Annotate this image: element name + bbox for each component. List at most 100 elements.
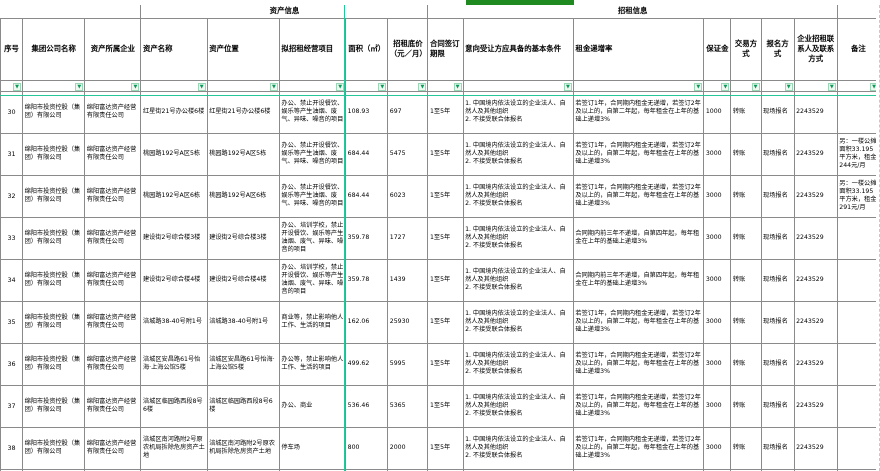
- cell-signup_method[interactable]: 现场报名: [760, 300, 795, 344]
- filter-dropdown-icon-contact[interactable]: ▼: [827, 82, 836, 90]
- cell-basic_conditions[interactable]: 1. 中国境内依法设立的企业法人、自然人及其他组织 2. 不接受联合体报名: [462, 342, 574, 386]
- filter-button-row[interactable]: ▼ ▼ ▼ ▼ ▼ ▼ ▼ ▼ ▼ ▼ ▼ ▼ ▼ ▼ ▼ ▼: [0, 79, 880, 92]
- cell-remark[interactable]: [836, 426, 880, 470]
- cell-asset_name[interactable]: 建设街2号综合楼4楼: [140, 258, 208, 302]
- cell-deposit[interactable]: 3000: [703, 426, 732, 470]
- cell-rent_increase[interactable]: 若签订1年，合同期内租金无递增，若签订2年及以上的，自第二年起，每年租金在上年的…: [572, 426, 705, 470]
- cell-asset_name[interactable]: 建设街2号综合楼3楼: [140, 216, 208, 260]
- cell-payment_method[interactable]: 转账: [730, 258, 762, 302]
- cell-contact[interactable]: 2243529: [793, 384, 838, 428]
- filter-cell-contact[interactable]: ▼: [793, 79, 838, 92]
- filter-dropdown-icon-business_project[interactable]: ▼: [336, 82, 345, 90]
- cell-asset_name[interactable]: 涪城区南河路附2号原农机局拆除危房资产土地: [140, 426, 208, 470]
- cell-rent_increase[interactable]: 若签订1年，合同期内租金无递增，若签订2年及以上的，自第二年起，每年租金在上年的…: [572, 342, 705, 386]
- cell-group_company[interactable]: 绵阳市投资控股（集团）有限公司: [22, 342, 86, 386]
- cell-signup_method[interactable]: 现场报名: [760, 216, 795, 260]
- cell-area[interactable]: 359.78: [345, 216, 389, 260]
- cell-owner_company[interactable]: 绵阳富达资产经营有限责任公司: [84, 342, 142, 386]
- filter-cell-seq[interactable]: ▼: [0, 79, 24, 92]
- cell-rent_increase[interactable]: 合同期内前三年不递增，自第四年起，每年租金在上年的基础上递增3%: [572, 258, 705, 302]
- cell-contact[interactable]: 2243529: [793, 216, 838, 260]
- cell-deposit[interactable]: 3000: [703, 174, 732, 218]
- column-header-contract_term[interactable]: 合同签订期限: [427, 17, 464, 81]
- column-header-seq[interactable]: 序号: [0, 17, 24, 81]
- table-row[interactable]: 30 绵阳市投资控股（集团）有限公司 绵阳富达资产经营有限责任公司 红星街21号办公楼…: [0, 90, 880, 134]
- cell-deposit[interactable]: 3000: [703, 300, 732, 344]
- cell-base_price[interactable]: 25930: [387, 300, 429, 344]
- cell-base_price[interactable]: 6023: [387, 174, 429, 218]
- cell-contact[interactable]: 2243529: [793, 90, 838, 134]
- cell-remark[interactable]: [836, 216, 880, 260]
- filter-dropdown-icon-asset_name[interactable]: ▼: [197, 82, 206, 90]
- cell-rent_increase[interactable]: 若签订1年，合同期内租金无递增，若签订2年及以上的，自第二年起，每年租金在上年的…: [572, 384, 705, 428]
- filter-dropdown-icon-payment_method[interactable]: ▼: [751, 82, 760, 90]
- cell-basic_conditions[interactable]: 1. 中国境内依法设立的企业法人、自然人及其他组织 2. 不接受联合体报名: [462, 132, 574, 176]
- column-header-asset_location[interactable]: 资产位置: [206, 17, 280, 81]
- cell-rent_increase[interactable]: 合同期内前三年不递增，自第四年起，每年租金在上年的基础上递增3%: [572, 216, 705, 260]
- column-header-base_price[interactable]: 招租底价（元／月）: [387, 17, 429, 81]
- cell-basic_conditions[interactable]: 1. 中国境内依法设立的企业法人、自然人及其他组织 2. 不接受联合体报名: [462, 216, 574, 260]
- cell-deposit[interactable]: 3000: [703, 342, 732, 386]
- cell-seq[interactable]: 36: [0, 342, 24, 386]
- cell-rent_increase[interactable]: 若签订1年，合同期内租金无递增，若签订2年及以上的，自第二年起，每年租金在上年的…: [572, 300, 705, 344]
- cell-remark[interactable]: 另：一楼公摊面积33.195平方米，租金244元/月: [836, 132, 880, 176]
- filter-cell-business_project[interactable]: ▼: [278, 79, 347, 92]
- filter-dropdown-icon-group_company[interactable]: ▼: [75, 82, 84, 90]
- cell-owner_company[interactable]: 绵阳富达资产经营有限责任公司: [84, 384, 142, 428]
- cell-basic_conditions[interactable]: 1. 中国境内依法设立的企业法人、自然人及其他组织 2. 不接受联合体报名: [462, 426, 574, 470]
- cell-signup_method[interactable]: 现场报名: [760, 132, 795, 176]
- cell-contact[interactable]: 2243529: [793, 132, 838, 176]
- cell-asset_name[interactable]: 红星街21号办公楼6楼: [140, 90, 208, 134]
- cell-business_project[interactable]: 办公、培训学校，禁止开设餐饮、娱乐等产生油烟、废气、异味、噪音的项目: [278, 216, 347, 260]
- cell-signup_method[interactable]: 现场报名: [760, 384, 795, 428]
- cell-business_project[interactable]: 办公、禁止开设餐饮、娱乐等产生油烟、废气、异味、噪音的项目: [278, 132, 347, 176]
- cell-area[interactable]: 684.44: [345, 132, 389, 176]
- cell-business_project[interactable]: 停车场: [278, 426, 347, 470]
- filter-dropdown-icon-seq[interactable]: ▼: [13, 82, 22, 90]
- cell-asset_name[interactable]: 桃园路192号A区6栋: [140, 174, 208, 218]
- cell-payment_method[interactable]: 转账: [730, 426, 762, 470]
- cell-asset_location[interactable]: 涪城区南河路附2号原农机局拆除危房资产土地: [206, 426, 280, 470]
- cell-owner_company[interactable]: 绵阳富达资产经营有限责任公司: [84, 132, 142, 176]
- cell-remark[interactable]: [836, 90, 880, 134]
- cell-base_price[interactable]: 5365: [387, 384, 429, 428]
- filter-cell-remark[interactable]: ▼: [836, 79, 880, 92]
- table-row[interactable]: 33 绵阳市投资控股（集团）有限公司 绵阳富达资产经营有限责任公司 建设街2号综合楼3…: [0, 216, 880, 260]
- cell-asset_location[interactable]: 红星街21号办公楼6楼: [206, 90, 280, 134]
- cell-asset_location[interactable]: 建设街2号综合楼3楼: [206, 216, 280, 260]
- filter-dropdown-icon-owner_company[interactable]: ▼: [131, 82, 140, 90]
- cell-seq[interactable]: 30: [0, 90, 24, 134]
- cell-base_price[interactable]: 5995: [387, 342, 429, 386]
- cell-business_project[interactable]: 办公等，禁止影响他人工作、生活的项目: [278, 342, 347, 386]
- cell-rent_increase[interactable]: 若签订1年，合同期内租金无递增，若签订2年及以上的，自第二年起，每年租金在上年的…: [572, 174, 705, 218]
- cell-group_company[interactable]: 绵阳市投资控股（集团）有限公司: [22, 426, 86, 470]
- cell-contract_term[interactable]: 1至5年: [427, 216, 464, 260]
- cell-remark[interactable]: [836, 384, 880, 428]
- cell-contact[interactable]: 2243529: [793, 300, 838, 344]
- cell-area[interactable]: 162.06: [345, 300, 389, 344]
- cell-asset_name[interactable]: 涪城区安昌路61号怡海·上海公馆5楼: [140, 342, 208, 386]
- cell-business_project[interactable]: 办公、商业: [278, 384, 347, 428]
- cell-area[interactable]: 108.93: [345, 90, 389, 134]
- cell-basic_conditions[interactable]: 1. 中国境内依法设立的企业法人、自然人及其他组织 2. 不接受联合体报名: [462, 384, 574, 428]
- cell-business_project[interactable]: 办公、禁止开设餐饮、娱乐等产生油烟、废气、异味、噪音的项目: [278, 90, 347, 134]
- column-header-rent_increase[interactable]: 租金递增率: [572, 17, 705, 81]
- cell-seq[interactable]: 31: [0, 132, 24, 176]
- cell-group_company[interactable]: 绵阳市投资控股（集团）有限公司: [22, 90, 86, 134]
- cell-asset_location[interactable]: 桃园路192号A区5栋: [206, 132, 280, 176]
- column-header-payment_method[interactable]: 交易方式: [730, 17, 762, 81]
- column-header-signup_method[interactable]: 报名方式: [760, 17, 795, 81]
- cell-signup_method[interactable]: 现场报名: [760, 468, 795, 471]
- cell-group_company[interactable]: 绵阳市投资控股（集团）有限公司: [22, 132, 86, 176]
- cell-seq[interactable]: 32: [0, 174, 24, 218]
- filter-cell-signup_method[interactable]: ▼: [760, 79, 795, 92]
- cell-deposit[interactable]: 3000: [703, 384, 732, 428]
- cell-basic_conditions[interactable]: 1. 中国境内依法设立的企业法人、自然人及其他组织 2. 不接受联合体报名: [462, 468, 574, 471]
- cell-owner_company[interactable]: 绵阳富达资产经营有限责任公司: [84, 174, 142, 218]
- cell-base_price[interactable]: 1439: [387, 258, 429, 302]
- filter-cell-payment_method[interactable]: ▼: [730, 79, 762, 92]
- table-row[interactable]: 36 绵阳市投资控股（集团）有限公司 绵阳富达资产经营有限责任公司 涪城区安昌路61号…: [0, 342, 880, 386]
- cell-contact[interactable]: 2243529: [793, 426, 838, 470]
- cell-area[interactable]: 800: [345, 426, 389, 470]
- cell-deposit[interactable]: 3000: [703, 258, 732, 302]
